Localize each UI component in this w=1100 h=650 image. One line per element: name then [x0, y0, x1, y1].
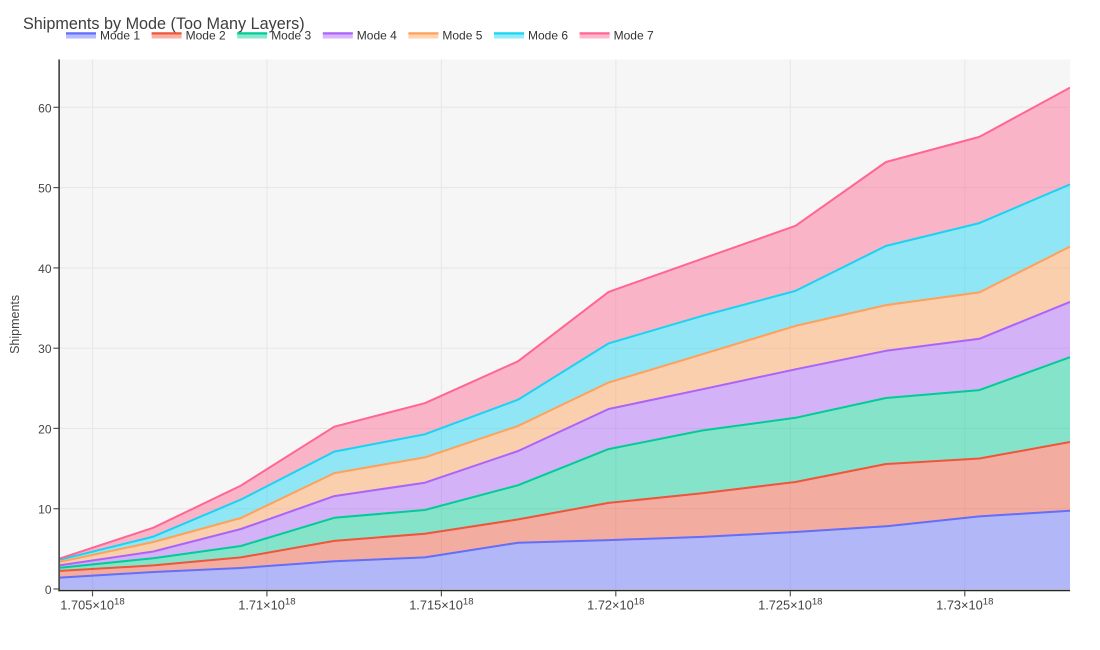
svg-text:Shipments by Mode (Too Many La: Shipments by Mode (Too Many Layers)	[23, 15, 305, 33]
svg-text:Mode 4: Mode 4	[357, 29, 397, 43]
svg-text:1.73×1018: 1.73×1018	[936, 597, 993, 613]
svg-text:40: 40	[38, 262, 52, 276]
svg-text:Mode 7: Mode 7	[614, 29, 654, 43]
svg-text:Mode 1: Mode 1	[100, 29, 140, 43]
svg-text:60: 60	[38, 101, 52, 115]
svg-text:1.725×1018: 1.725×1018	[758, 597, 822, 613]
svg-text:1.705×1018: 1.705×1018	[60, 597, 124, 613]
svg-text:Shipments: Shipments	[8, 295, 22, 354]
svg-text:20: 20	[38, 422, 52, 436]
svg-text:Mode 6: Mode 6	[528, 29, 568, 43]
svg-text:30: 30	[38, 342, 52, 356]
svg-text:Mode 3: Mode 3	[271, 29, 311, 43]
svg-text:10: 10	[38, 503, 52, 517]
svg-text:50: 50	[38, 182, 52, 196]
svg-text:1.72×1018: 1.72×1018	[587, 597, 644, 613]
svg-text:Mode 2: Mode 2	[186, 29, 226, 43]
svg-text:1.71×1018: 1.71×1018	[238, 597, 295, 613]
svg-text:Mode 5: Mode 5	[442, 29, 482, 43]
svg-text:0: 0	[45, 583, 52, 597]
svg-text:1.715×1018: 1.715×1018	[409, 597, 473, 613]
